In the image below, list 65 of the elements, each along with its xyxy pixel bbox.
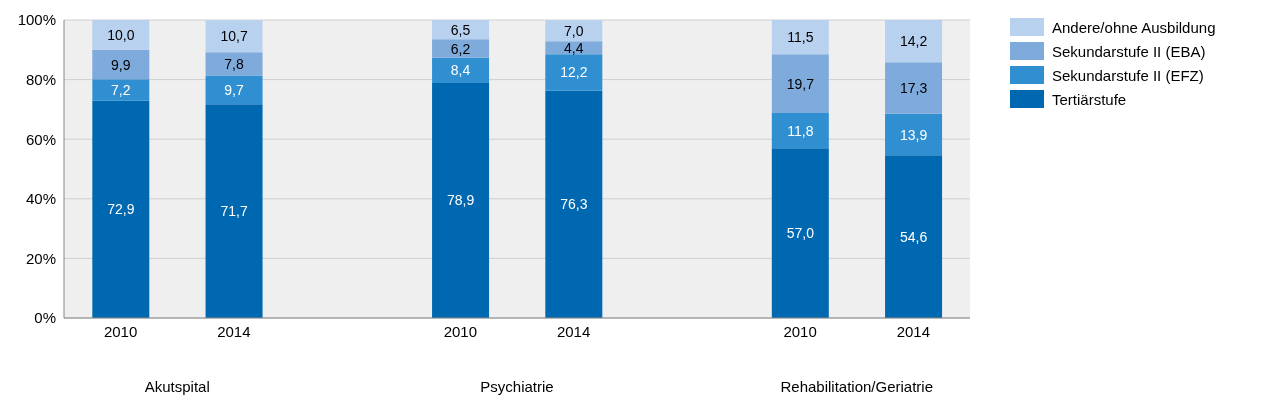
data-label: 7,2 xyxy=(111,82,131,98)
bar xyxy=(205,75,263,105)
data-label: 54,6 xyxy=(899,228,928,245)
data-label: 9,7 xyxy=(224,81,244,98)
x-tick-label: 2010 xyxy=(783,322,817,340)
bar xyxy=(92,100,150,318)
data-label: 19,7 xyxy=(786,75,815,92)
x-tick-label: 2010 xyxy=(443,322,478,340)
bar xyxy=(205,20,263,53)
data-label: 6,2 xyxy=(450,40,471,57)
data-label: 10,7 xyxy=(220,28,248,45)
text: Akutspital xyxy=(143,378,211,395)
data-label: 7,0 xyxy=(564,22,584,39)
y-tick-label: 80% xyxy=(25,70,56,88)
x-tick-label: 2010 xyxy=(103,322,138,340)
y-tick-label: 60% xyxy=(25,130,56,148)
legend-label: Sekundarstufe II (EBA) xyxy=(1052,42,1206,60)
data-label: 72,9 xyxy=(107,201,135,218)
bar xyxy=(205,52,263,76)
data-label: 76,3 xyxy=(560,196,588,213)
bar xyxy=(771,112,829,149)
data-label: 4,4 xyxy=(564,39,584,56)
data-label: 6,5 xyxy=(450,21,471,38)
data-label: 14,2 xyxy=(899,33,928,50)
bar xyxy=(885,113,943,156)
y-tick-label: 20% xyxy=(25,249,56,267)
bar xyxy=(545,54,603,91)
y-tick-label: 0% xyxy=(34,309,56,327)
x-tick-label: 2014 xyxy=(217,322,251,340)
bar xyxy=(92,49,150,80)
bar xyxy=(432,39,490,58)
text: Psychiatrie xyxy=(479,378,555,395)
bar xyxy=(92,79,150,101)
data-label: 11,8 xyxy=(787,122,814,139)
bar xyxy=(771,148,829,318)
bar xyxy=(545,20,603,42)
x-tick-label: 2014 xyxy=(896,322,931,340)
bar xyxy=(432,57,490,83)
bar xyxy=(771,54,829,113)
bar xyxy=(885,20,943,63)
bar xyxy=(885,62,943,114)
legend-label: Tertiärstufe xyxy=(1052,90,1127,108)
data-label: 8,4 xyxy=(450,62,471,79)
data-label: 17,3 xyxy=(899,80,928,97)
legend-label: Sekundarstufe II (EFZ) xyxy=(1052,66,1204,84)
y-tick-label: 40% xyxy=(25,190,56,208)
data-label: 11,5 xyxy=(787,29,814,46)
text: Rehabilitation/Geriatrie xyxy=(779,378,935,395)
data-label: 9,9 xyxy=(111,56,131,73)
legend-label: Andere/ohne Ausbildung xyxy=(1052,18,1216,36)
bar xyxy=(92,20,150,50)
y-tick-label: 100% xyxy=(17,11,56,29)
data-label: 10,0 xyxy=(107,26,135,43)
bar xyxy=(205,104,263,318)
bar xyxy=(885,155,943,318)
data-label: 13,9 xyxy=(899,126,928,143)
data-label: 12,2 xyxy=(560,64,588,81)
x-tick-label: 2014 xyxy=(556,322,591,340)
data-label: 78,9 xyxy=(446,192,475,209)
bar xyxy=(545,90,603,318)
data-label: 57,0 xyxy=(786,225,815,242)
data-label: 71,7 xyxy=(220,203,248,220)
bar xyxy=(771,20,829,55)
bar xyxy=(432,82,490,318)
data-label: 7,8 xyxy=(224,55,244,72)
